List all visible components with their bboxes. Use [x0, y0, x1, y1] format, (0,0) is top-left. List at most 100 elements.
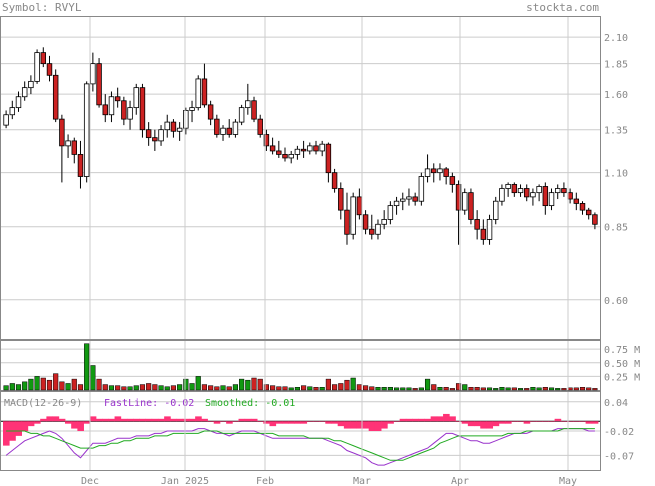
candle-body — [381, 219, 387, 225]
volume-bar — [15, 384, 22, 391]
volume-bar — [505, 387, 511, 391]
candle-body — [449, 176, 456, 185]
volume-bar — [22, 381, 28, 391]
volume-bar — [108, 385, 115, 391]
macd-histogram-bar — [288, 421, 295, 424]
candle-body — [158, 129, 164, 142]
candle-body — [592, 214, 598, 225]
macd-histogram-bar — [133, 418, 140, 422]
volume-bar — [301, 385, 307, 391]
candle-body — [232, 121, 239, 135]
candle-body — [46, 63, 53, 76]
candle-body — [65, 140, 71, 147]
volume-bar — [251, 377, 257, 391]
volume-bar — [245, 379, 251, 391]
volume-bar — [418, 387, 424, 391]
volume-bar — [53, 373, 59, 391]
macd-histogram-bar — [498, 421, 506, 424]
candle-body — [585, 209, 592, 216]
candle-body — [108, 96, 115, 116]
macd-histogram-bar — [567, 421, 574, 422]
candle-body — [375, 223, 381, 235]
candle-body — [152, 137, 158, 142]
volume-bar — [127, 386, 133, 391]
macd-histogram-bar — [151, 418, 159, 422]
volume-bar — [555, 388, 561, 391]
volume-bar — [232, 384, 238, 391]
macd-histogram-bar — [480, 421, 487, 429]
volume-bar — [121, 386, 127, 391]
volume-bar — [201, 384, 208, 391]
volume-bar — [579, 387, 586, 391]
watermark: stockta.com — [526, 1, 599, 14]
macd-histogram-bar — [269, 421, 277, 427]
macd-tick-label: -0.07 — [604, 451, 634, 462]
candle-body — [350, 196, 356, 235]
candle-body — [573, 198, 580, 204]
candle-body — [176, 127, 183, 132]
candle-body — [183, 110, 189, 129]
volume-bar — [96, 378, 102, 391]
candle-body — [34, 52, 40, 82]
macd-histogram-bar — [201, 418, 208, 422]
macd-fastline — [5, 428, 595, 466]
macd-histogram-bar — [455, 421, 463, 422]
macd-lines — [5, 428, 595, 466]
macd-histogram-bar — [226, 421, 233, 424]
macd-fastline-label: FastLine: -0.02 — [104, 398, 194, 409]
macd-histogram-bar — [219, 421, 227, 422]
candle-body — [3, 114, 9, 126]
volume-bar — [28, 378, 34, 391]
candle-body — [313, 145, 319, 152]
macd-smoothed-line — [6, 428, 595, 461]
macd-histogram-bar — [467, 421, 475, 427]
macd-histogram-bar — [300, 421, 308, 424]
macd-histogram-bar — [319, 421, 326, 422]
candle-body — [164, 121, 170, 131]
macd-histogram-bar — [213, 421, 221, 424]
volume-bar — [102, 384, 108, 391]
macd-histogram-bar — [89, 416, 97, 422]
macd-histogram-bar — [381, 421, 388, 429]
macd-histogram-bar — [139, 418, 146, 422]
macd-histogram-bar — [126, 418, 134, 422]
candle-body — [462, 192, 468, 211]
volume-bar — [412, 388, 418, 391]
candle-body — [15, 96, 22, 109]
candle-body — [201, 78, 208, 106]
macd-histogram-bar — [362, 421, 370, 429]
volume-bar — [338, 383, 344, 391]
volume-bar — [325, 378, 331, 391]
macd-histogram-bar — [548, 421, 556, 422]
macd-histogram-bar — [120, 418, 128, 422]
macd-smoothed-label: Smoothed: -0.01 — [205, 398, 295, 409]
macd-histogram-bar — [281, 421, 289, 424]
candle-body — [276, 150, 282, 155]
price-grid — [1, 36, 600, 301]
volume-bar — [524, 388, 530, 391]
volume-bar — [313, 387, 319, 391]
macd-histogram-bar — [250, 418, 258, 422]
volume-bar — [536, 387, 542, 391]
candle-body — [195, 78, 201, 109]
macd-histogram-bar — [511, 421, 518, 422]
candle-body — [344, 209, 350, 235]
volume-bar — [393, 387, 400, 391]
volume-bar — [3, 385, 9, 391]
candle-body — [102, 104, 108, 116]
candle-body — [71, 140, 78, 155]
candle-body — [288, 154, 294, 159]
volume-bar — [480, 387, 486, 391]
volume-bar — [139, 384, 146, 391]
macd-name-label: MACD(12-26-9) — [4, 398, 82, 409]
candle-body — [77, 154, 84, 177]
candle-body — [493, 200, 499, 220]
macd-histogram-bar — [3, 421, 10, 446]
volume-bar — [573, 387, 579, 391]
volume-tick-label: 0.75 M — [604, 345, 640, 356]
macd-histogram-bar — [46, 416, 53, 422]
macd-histogram-bar — [405, 418, 413, 422]
candle-body — [511, 184, 518, 194]
macd-histogram-bar — [486, 421, 494, 429]
volume-bar — [133, 385, 139, 391]
